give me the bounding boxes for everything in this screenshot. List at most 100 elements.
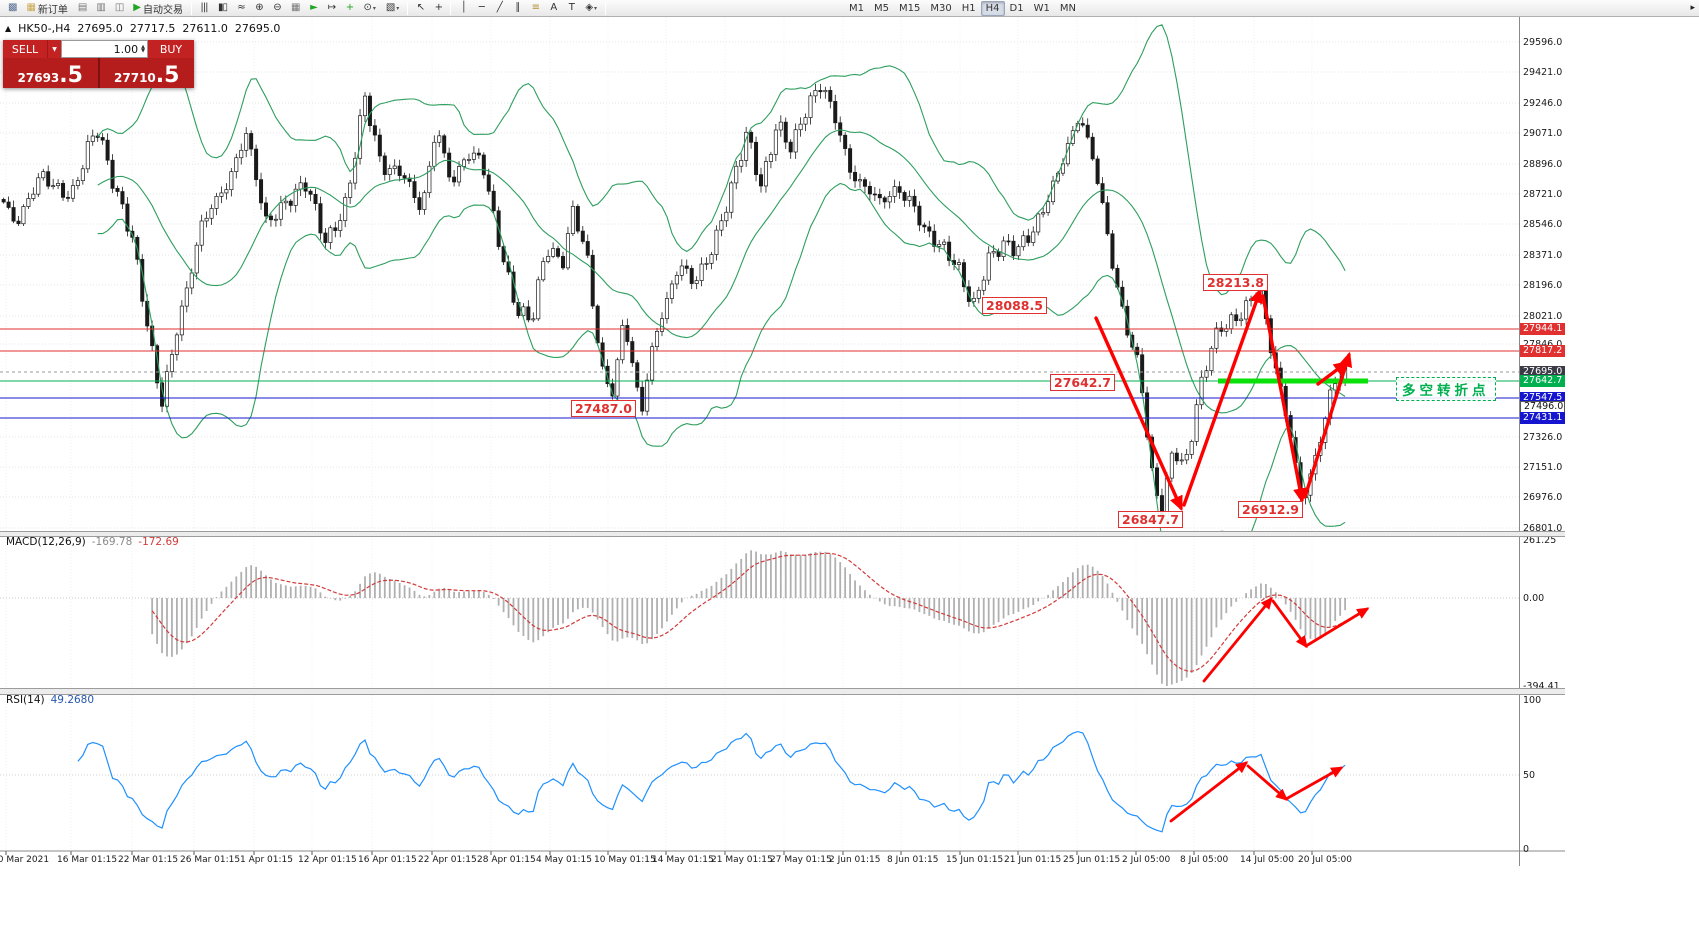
time-axis-label: 10 May 01:15 xyxy=(594,855,656,865)
price-annotation: 26847.7 xyxy=(1118,511,1183,528)
volume-input[interactable]: 1.00 ▲ ▼ xyxy=(61,40,148,58)
price-axis-label: 28196.0 xyxy=(1523,280,1563,291)
timeframe-m15-button[interactable]: M15 xyxy=(894,1,925,16)
chart-shift-icon: ↦ xyxy=(327,2,336,13)
buy-button[interactable]: BUY xyxy=(148,40,194,58)
panel-separator[interactable] xyxy=(0,688,1565,695)
tile-windows-button[interactable]: ▦ xyxy=(286,1,304,16)
time-axis-label: 28 Apr 01:15 xyxy=(477,855,536,865)
indicators-button[interactable]: + xyxy=(340,1,358,16)
zoom-in-button[interactable]: ⊕ xyxy=(250,1,268,16)
price-axis-label: 27151.0 xyxy=(1523,462,1563,473)
chart-canvas[interactable] xyxy=(0,17,1565,866)
autotrading-icon: ▶ xyxy=(133,2,141,13)
time-axis-label: 15 Jun 01:15 xyxy=(946,855,1004,865)
line-chart-icon: ≈ xyxy=(237,2,245,13)
macd-title: MACD(12,26,9) xyxy=(6,536,86,548)
tile-windows-icon: ▦ xyxy=(290,2,301,13)
timeframe-d1-button-label: D1 xyxy=(1009,2,1024,14)
crosshair-button[interactable]: + xyxy=(429,1,447,16)
rsi-axis-label: 100 xyxy=(1523,695,1542,706)
market-watch-button[interactable]: ▥ xyxy=(91,1,109,16)
text-button[interactable]: A xyxy=(544,1,562,16)
auto-scroll-icon: ► xyxy=(310,2,318,13)
trendline-button[interactable]: ╱ xyxy=(490,1,508,16)
toolbar-overflow-icon[interactable]: ▸ xyxy=(1690,3,1695,13)
buy-price-pips: .5 xyxy=(155,63,180,88)
price-tag: 27642.7 xyxy=(1520,375,1565,387)
time-axis-label: 10 Mar 2021 xyxy=(0,855,50,865)
timeframe-d1-button[interactable]: D1 xyxy=(1005,1,1029,16)
ohlc-low: 27611.0 xyxy=(182,22,228,35)
vertical-line-icon: │ xyxy=(460,2,467,13)
profiles-button[interactable]: ▤ xyxy=(73,1,91,16)
vertical-line-button[interactable]: │ xyxy=(454,1,472,16)
time-axis-label: 16 Apr 01:15 xyxy=(358,855,417,865)
navigator-button[interactable]: ◫ xyxy=(110,1,128,16)
timeframe-h1-button-label: H1 xyxy=(961,2,976,14)
profiles-icon: ▤ xyxy=(77,2,88,13)
macd-axis-label: 261.25 xyxy=(1523,535,1557,546)
price-axis-label: 28721.0 xyxy=(1523,189,1563,200)
time-axis-label: 25 Jun 01:15 xyxy=(1063,855,1121,865)
auto-scroll-button[interactable]: ► xyxy=(304,1,322,16)
volume-up-icon[interactable]: ▲ xyxy=(141,44,145,50)
timeframe-h1-button[interactable]: H1 xyxy=(957,1,981,16)
time-axis-label: 22 Mar 01:15 xyxy=(118,855,179,865)
horizontal-line-button[interactable]: ─ xyxy=(472,1,490,16)
label-button[interactable]: T xyxy=(562,1,580,16)
fibonacci-button[interactable]: ≡ xyxy=(526,1,544,16)
autotrading-button[interactable]: ▶ 自动交易 xyxy=(128,1,188,16)
label-icon: T xyxy=(568,2,575,13)
timeframe-h4-button-label: H4 xyxy=(985,2,1000,14)
bar-chart-icon: ||| xyxy=(200,2,208,13)
volume-down-icon[interactable]: ▼ xyxy=(141,48,145,54)
new-order-button[interactable]: ▦ 新订单 xyxy=(21,1,72,16)
price-axis-label: 27326.0 xyxy=(1523,432,1563,443)
bar-chart-button[interactable]: ||| xyxy=(195,1,213,16)
rsi-axis-label: 50 xyxy=(1523,770,1536,781)
price-annotation: 27642.7 xyxy=(1050,374,1115,391)
candlestick-chart-button[interactable]: ▮▯ xyxy=(213,1,232,16)
autotrading-button-label: 自动交易 xyxy=(142,4,183,16)
timeframe-w1-button-label: W1 xyxy=(1033,2,1050,14)
sell-button[interactable]: SELL xyxy=(3,40,47,58)
timeframe-w1-button[interactable]: W1 xyxy=(1029,1,1055,16)
periods-button[interactable]: ⊙ ▾ xyxy=(358,1,380,16)
trade-dropdown-caret-icon[interactable]: ▼ xyxy=(47,40,61,58)
panel-separator[interactable] xyxy=(0,531,1565,537)
timeframe-m1-button-label: M1 xyxy=(849,2,865,14)
price-axis-label: 29071.0 xyxy=(1523,128,1563,139)
macd-value-signal: -172.69 xyxy=(138,536,179,548)
time-axis-label: 27 May 01:15 xyxy=(770,855,832,865)
time-axis-label: 4 May 01:15 xyxy=(536,855,592,865)
indicators-icon: + xyxy=(345,2,354,13)
price-annotation: 27487.0 xyxy=(571,400,636,417)
timeframe-m1-button[interactable]: M1 xyxy=(844,1,869,16)
sell-price-button[interactable]: 27693.5 xyxy=(3,58,100,88)
terminal-button[interactable]: ▩ xyxy=(3,1,21,16)
pivot-note: 多空转折点 xyxy=(1396,377,1496,401)
timeframe-h4-button[interactable]: H4 xyxy=(980,0,1005,16)
macd-value-main: -169.78 xyxy=(91,536,133,548)
zoom-out-button[interactable]: ⊖ xyxy=(268,1,286,16)
channel-icon: ∥ xyxy=(515,2,520,13)
channel-button[interactable]: ∥ xyxy=(508,1,526,16)
price-axis-label: 29596.0 xyxy=(1523,37,1563,48)
timeframe-m5-button[interactable]: M5 xyxy=(869,1,894,16)
shapes-button[interactable]: ◈ ▾ xyxy=(580,1,602,16)
templates-button[interactable]: ▧ ▾ xyxy=(381,1,404,16)
horizontal-line-icon: ─ xyxy=(478,2,485,13)
rsi-label: RSI(14) 49.2680 xyxy=(6,694,94,706)
price-axis-label: 29246.0 xyxy=(1523,98,1563,109)
line-chart-button[interactable]: ≈ xyxy=(232,1,250,16)
chart-shift-button[interactable]: ↦ xyxy=(322,1,340,16)
timeframe-m30-button[interactable]: M30 xyxy=(925,1,956,16)
toolbar-separator xyxy=(450,1,452,15)
cursor-button[interactable]: ↖ xyxy=(411,1,429,16)
timeframe-mn-button[interactable]: MN xyxy=(1055,1,1081,16)
time-axis-label: 1 Apr 01:15 xyxy=(240,855,293,865)
templates-icon: ▧ xyxy=(385,2,396,13)
buy-price-button[interactable]: 27710.5 xyxy=(99,58,194,88)
ohlc-high: 27717.5 xyxy=(129,22,176,35)
